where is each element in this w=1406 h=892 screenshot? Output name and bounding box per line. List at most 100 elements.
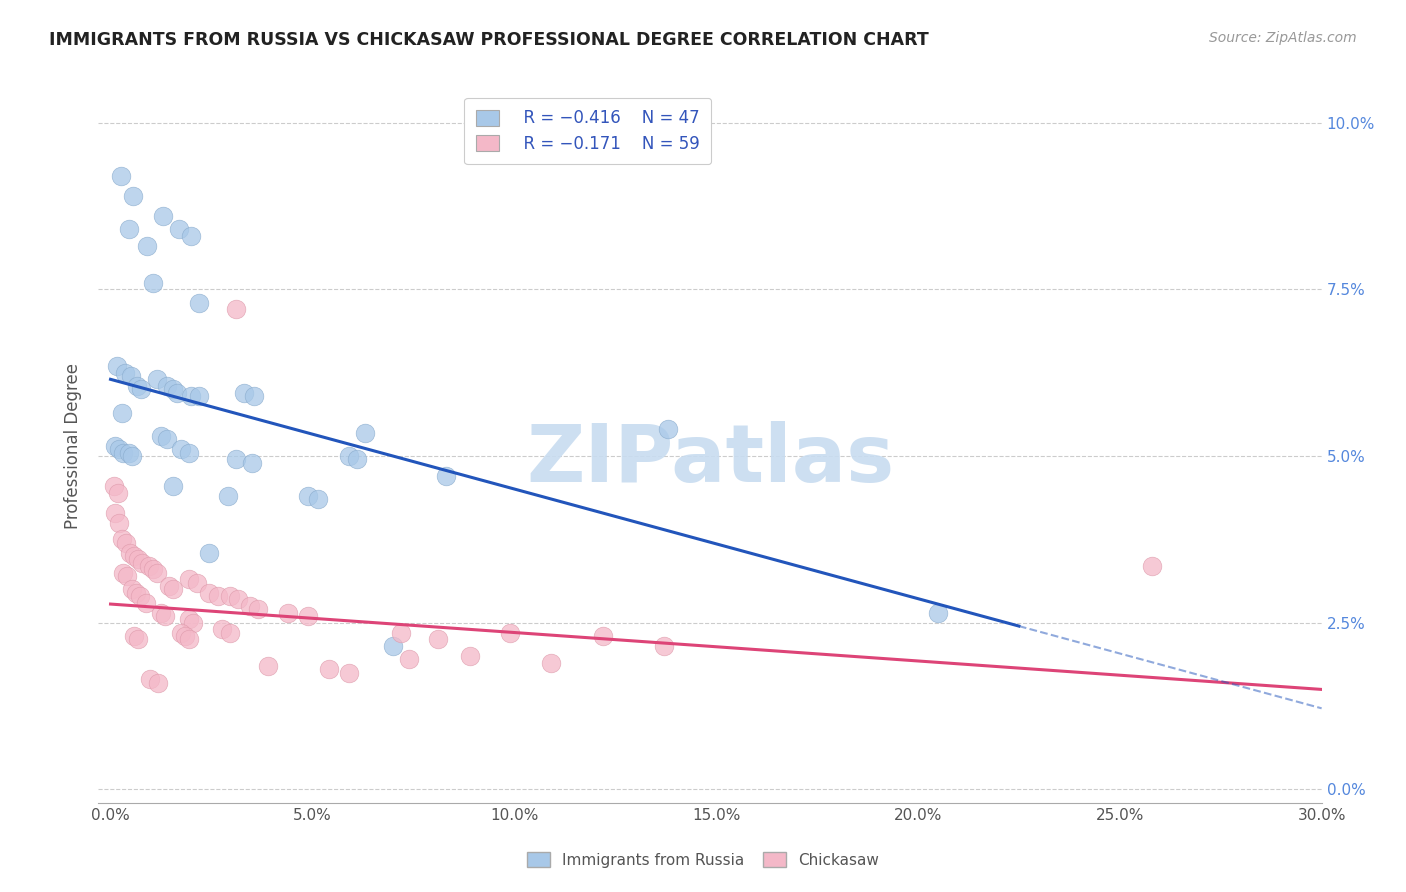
Point bbox=[307, 492, 329, 507]
Point bbox=[118, 222, 141, 236]
Point bbox=[118, 546, 141, 560]
Point bbox=[118, 445, 141, 459]
Point bbox=[125, 379, 148, 393]
Point bbox=[198, 585, 221, 599]
Point bbox=[398, 652, 420, 666]
Point bbox=[179, 612, 201, 626]
Legend: Immigrants from Russia, Chickasaw: Immigrants from Russia, Chickasaw bbox=[522, 846, 884, 873]
Point bbox=[179, 445, 201, 459]
Point bbox=[389, 625, 412, 640]
Point bbox=[124, 585, 146, 599]
Point bbox=[129, 382, 152, 396]
Point bbox=[146, 675, 169, 690]
Point bbox=[458, 649, 481, 664]
Point bbox=[297, 609, 319, 624]
Point bbox=[246, 602, 269, 616]
Point bbox=[108, 516, 131, 530]
Point bbox=[104, 506, 127, 520]
Point bbox=[166, 385, 188, 400]
Text: ZIPatlas: ZIPatlas bbox=[526, 421, 894, 500]
Point bbox=[927, 606, 949, 620]
Point bbox=[115, 535, 138, 549]
Point bbox=[218, 589, 240, 603]
Point bbox=[105, 359, 128, 373]
Point bbox=[120, 368, 142, 383]
Point bbox=[180, 389, 202, 403]
Point bbox=[1140, 559, 1163, 574]
Point bbox=[162, 382, 184, 396]
Point bbox=[337, 449, 360, 463]
Point bbox=[434, 469, 457, 483]
Point bbox=[152, 209, 174, 223]
Point bbox=[122, 629, 145, 643]
Point bbox=[318, 662, 340, 676]
Point bbox=[657, 422, 679, 436]
Point bbox=[146, 372, 169, 386]
Point bbox=[188, 389, 211, 403]
Point bbox=[156, 433, 179, 447]
Point bbox=[426, 632, 449, 647]
Point bbox=[225, 452, 247, 467]
Point bbox=[180, 228, 202, 243]
Point bbox=[146, 566, 169, 580]
Point bbox=[142, 276, 165, 290]
Point bbox=[117, 569, 139, 583]
Point bbox=[540, 656, 562, 670]
Point bbox=[114, 366, 136, 380]
Point bbox=[277, 606, 299, 620]
Point bbox=[162, 582, 184, 597]
Point bbox=[239, 599, 262, 613]
Point bbox=[207, 589, 229, 603]
Point bbox=[174, 629, 197, 643]
Point bbox=[135, 239, 157, 253]
Point bbox=[337, 665, 360, 680]
Point bbox=[162, 479, 184, 493]
Point bbox=[181, 615, 204, 630]
Point bbox=[128, 589, 150, 603]
Point bbox=[157, 579, 180, 593]
Point bbox=[225, 302, 247, 317]
Point bbox=[652, 639, 675, 653]
Point bbox=[138, 559, 160, 574]
Point bbox=[127, 552, 149, 566]
Point bbox=[179, 632, 201, 647]
Point bbox=[170, 625, 193, 640]
Point bbox=[139, 673, 162, 687]
Point bbox=[188, 295, 211, 310]
Point bbox=[226, 592, 249, 607]
Point bbox=[240, 456, 263, 470]
Point bbox=[108, 442, 131, 457]
Point bbox=[131, 556, 153, 570]
Point bbox=[112, 445, 135, 459]
Point bbox=[257, 659, 280, 673]
Point bbox=[135, 596, 157, 610]
Point bbox=[121, 449, 143, 463]
Point bbox=[111, 406, 134, 420]
Point bbox=[121, 582, 143, 597]
Point bbox=[499, 625, 522, 640]
Point bbox=[103, 479, 125, 493]
Point bbox=[112, 566, 135, 580]
Point bbox=[127, 632, 149, 647]
Point bbox=[107, 485, 129, 500]
Point bbox=[198, 546, 221, 560]
Legend:   R = −0.416    N = 47,   R = −0.171    N = 59: R = −0.416 N = 47, R = −0.171 N = 59 bbox=[464, 97, 711, 164]
Point bbox=[217, 489, 239, 503]
Point bbox=[153, 609, 176, 624]
Point bbox=[243, 389, 266, 403]
Point bbox=[150, 606, 173, 620]
Point bbox=[592, 629, 614, 643]
Point bbox=[122, 549, 145, 563]
Point bbox=[121, 189, 143, 203]
Point bbox=[186, 575, 208, 590]
Point bbox=[104, 439, 127, 453]
Point bbox=[218, 625, 240, 640]
Point bbox=[297, 489, 319, 503]
Point bbox=[170, 442, 193, 457]
Point bbox=[382, 639, 405, 653]
Point bbox=[354, 425, 377, 440]
Point bbox=[156, 379, 179, 393]
Text: IMMIGRANTS FROM RUSSIA VS CHICKASAW PROFESSIONAL DEGREE CORRELATION CHART: IMMIGRANTS FROM RUSSIA VS CHICKASAW PROF… bbox=[49, 31, 929, 49]
Point bbox=[110, 169, 132, 183]
Point bbox=[167, 222, 190, 236]
